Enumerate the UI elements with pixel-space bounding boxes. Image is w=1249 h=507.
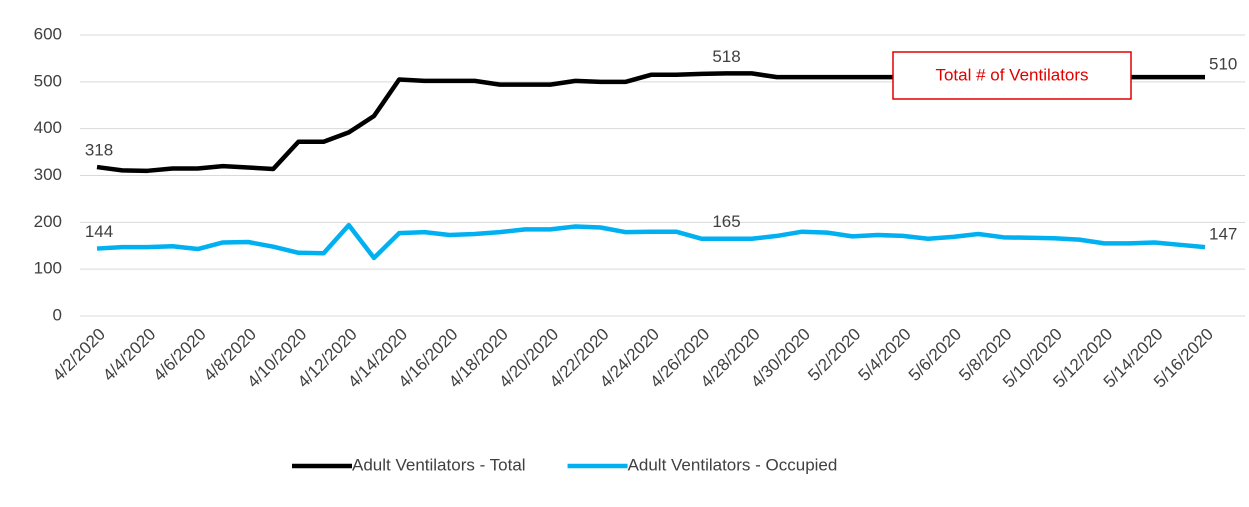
y-tick-label: 300 xyxy=(34,165,62,184)
x-tick-label: 5/4/2020 xyxy=(855,325,915,385)
x-tick-label: 5/6/2020 xyxy=(905,325,965,385)
x-tick-label: 4/2/2020 xyxy=(49,325,109,385)
x-tick-label: 4/4/2020 xyxy=(99,325,159,385)
data-label: 144 xyxy=(85,222,113,241)
x-tick-label: 4/6/2020 xyxy=(149,325,209,385)
annotation-box xyxy=(892,51,1132,100)
line xyxy=(96,222,1206,261)
y-tick-label: 100 xyxy=(34,259,62,278)
data-label: 510 xyxy=(1209,55,1237,74)
y-tick-label: 600 xyxy=(34,24,62,43)
legend-label: Adult Ventilators - Occupied xyxy=(628,455,838,474)
y-tick-label: 200 xyxy=(34,212,62,231)
y-tick-label: 400 xyxy=(34,118,62,137)
x-tick-label: 5/2/2020 xyxy=(804,325,864,385)
y-tick-label: 0 xyxy=(53,305,62,324)
data-label: 318 xyxy=(85,141,113,160)
legend-label: Adult Ventilators - Total xyxy=(352,455,526,474)
data-label: 147 xyxy=(1209,225,1237,244)
data-label: 165 xyxy=(712,212,740,231)
data-label: 518 xyxy=(712,47,740,66)
annotation: Total # of Ventilators xyxy=(935,65,1088,84)
y-tick-label: 500 xyxy=(34,71,62,90)
